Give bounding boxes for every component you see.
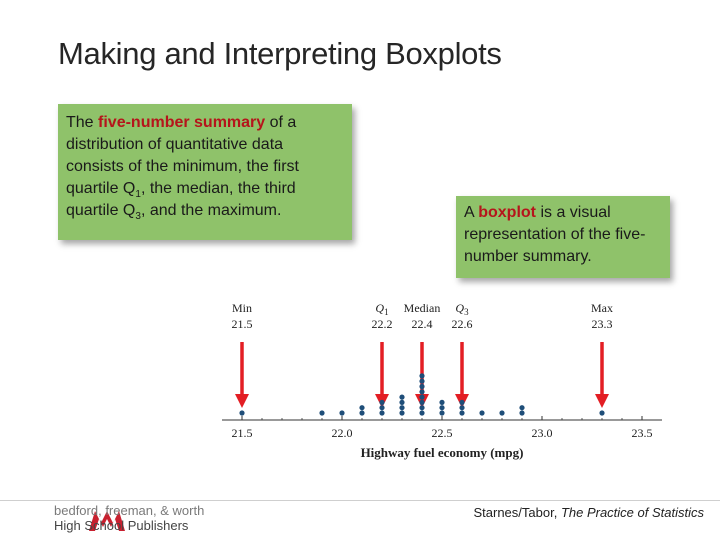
boxplot-definition: A boxplot is a visual representation of … — [456, 196, 670, 278]
citation-authors: Starnes/Tabor, — [473, 505, 561, 520]
x-tick-label: 22.5 — [432, 426, 453, 440]
data-dot — [319, 410, 325, 416]
data-dot — [599, 410, 605, 416]
data-dot — [419, 410, 425, 416]
dot-layer — [239, 373, 605, 416]
publisher-line2: High School Publishers — [54, 518, 189, 533]
data-dot — [379, 410, 385, 416]
box1-text-1: The — [66, 114, 99, 131]
data-dot — [339, 410, 345, 416]
footer-divider — [0, 500, 720, 501]
data-dot — [399, 394, 405, 400]
data-dot — [459, 399, 465, 405]
boxplot-term: boxplot — [478, 204, 536, 221]
box2-text-2: is a visual representation of the five-n… — [464, 204, 646, 265]
x-tick-label: 22.0 — [332, 426, 353, 440]
citation: Starnes/Tabor, The Practice of Statistic… — [473, 505, 704, 520]
data-dot — [359, 405, 365, 411]
annotation-value: 21.5 — [232, 317, 253, 331]
annotation-arrow-head — [235, 394, 249, 408]
annotation-label: Min — [232, 301, 252, 315]
data-dot — [359, 410, 365, 416]
box1-text-4: , and the maximum. — [140, 202, 282, 219]
box1-text-2: of a distribution of quantitative data c… — [66, 114, 299, 197]
x-tick-label: 21.5 — [232, 426, 253, 440]
q1-subscript: 1 — [135, 189, 141, 201]
data-dot — [459, 405, 465, 411]
data-dot — [419, 389, 425, 395]
data-dot — [419, 394, 425, 400]
data-dot — [439, 399, 445, 405]
x-tick-label: 23.0 — [532, 426, 553, 440]
x-axis-label: Highway fuel economy (mpg) — [361, 445, 524, 460]
tick-layer: 21.5 22.0 22.5 23.0 23.5 — [232, 416, 653, 440]
data-dot — [419, 399, 425, 405]
data-dot — [419, 405, 425, 411]
annotation-label: Max — [591, 301, 613, 315]
data-dot — [439, 405, 445, 411]
data-dot — [499, 410, 505, 416]
annotation-subscript: 3 — [464, 307, 469, 317]
data-dot — [519, 410, 525, 416]
data-dot — [419, 383, 425, 390]
annotation-value: 22.6 — [452, 317, 473, 331]
page-title: Making and Interpreting Boxplots — [58, 36, 502, 71]
annotation-value: 23.3 — [592, 317, 613, 331]
data-dot — [399, 410, 405, 416]
data-dot — [399, 405, 405, 411]
x-tick-label: 23.5 — [632, 426, 653, 440]
data-dot — [419, 378, 425, 384]
q3-subscript: 3 — [135, 211, 141, 223]
annotation-value: 22.2 — [372, 317, 393, 331]
publisher-name: bedford, freeman, & worth High School Pu… — [54, 503, 204, 533]
five-number-summary-term: five-number summary — [98, 114, 266, 131]
annotation-label: Q1 — [375, 301, 388, 317]
box2-text-1: A — [464, 204, 479, 221]
data-dot — [399, 399, 405, 405]
annotation-label: Median — [404, 301, 441, 315]
data-dot — [439, 410, 445, 416]
data-dot — [459, 410, 465, 416]
data-dot — [479, 410, 485, 416]
annotation-value: 22.4 — [412, 317, 433, 331]
publisher-logo-icon — [89, 511, 125, 531]
data-dot — [379, 399, 385, 405]
citation-book: The Practice of Statistics — [560, 505, 704, 520]
annotation-label: Q3 — [455, 301, 469, 317]
data-dot — [419, 373, 425, 379]
five-number-summary-definition: The five-number summary of a distributio… — [58, 104, 352, 240]
box1-text-3: , the median, the third quartile Q — [66, 180, 296, 219]
annotation-subscript: 1 — [384, 307, 389, 317]
data-dot — [379, 405, 385, 411]
data-dot — [239, 410, 245, 416]
annotation-arrow-head — [595, 394, 609, 408]
publisher-line1: bedford, freeman, & worth — [54, 503, 205, 518]
data-dot — [519, 405, 525, 411]
